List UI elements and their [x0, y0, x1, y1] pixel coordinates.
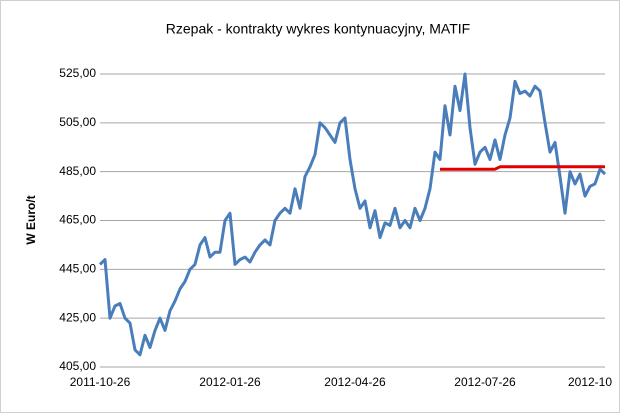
y-tick-label: 465,00 — [59, 213, 96, 227]
y-tick-label: 485,00 — [59, 164, 96, 178]
x-tick-label: 2012-07-26 — [454, 375, 516, 389]
y-tick-label: 425,00 — [59, 310, 96, 324]
y-tick-label: 525,00 — [59, 66, 96, 80]
y-tick-label: 505,00 — [59, 115, 96, 129]
x-tick-label: 2011-10-26 — [70, 375, 131, 389]
series-line — [440, 165, 605, 171]
x-tick-label: 2012-10 — [568, 375, 612, 389]
y-tick-label: 405,00 — [59, 359, 96, 373]
series-line — [98, 72, 607, 357]
y-axis-label: W Euro/t — [24, 195, 38, 244]
y-tick-label: 445,00 — [59, 262, 96, 276]
x-tick-label: 2012-04-26 — [324, 375, 386, 389]
x-tick-label: 2012-01-26 — [199, 375, 261, 389]
chart-title: Rzepak - kontrakty wykres kontynuacyjny,… — [166, 21, 470, 37]
